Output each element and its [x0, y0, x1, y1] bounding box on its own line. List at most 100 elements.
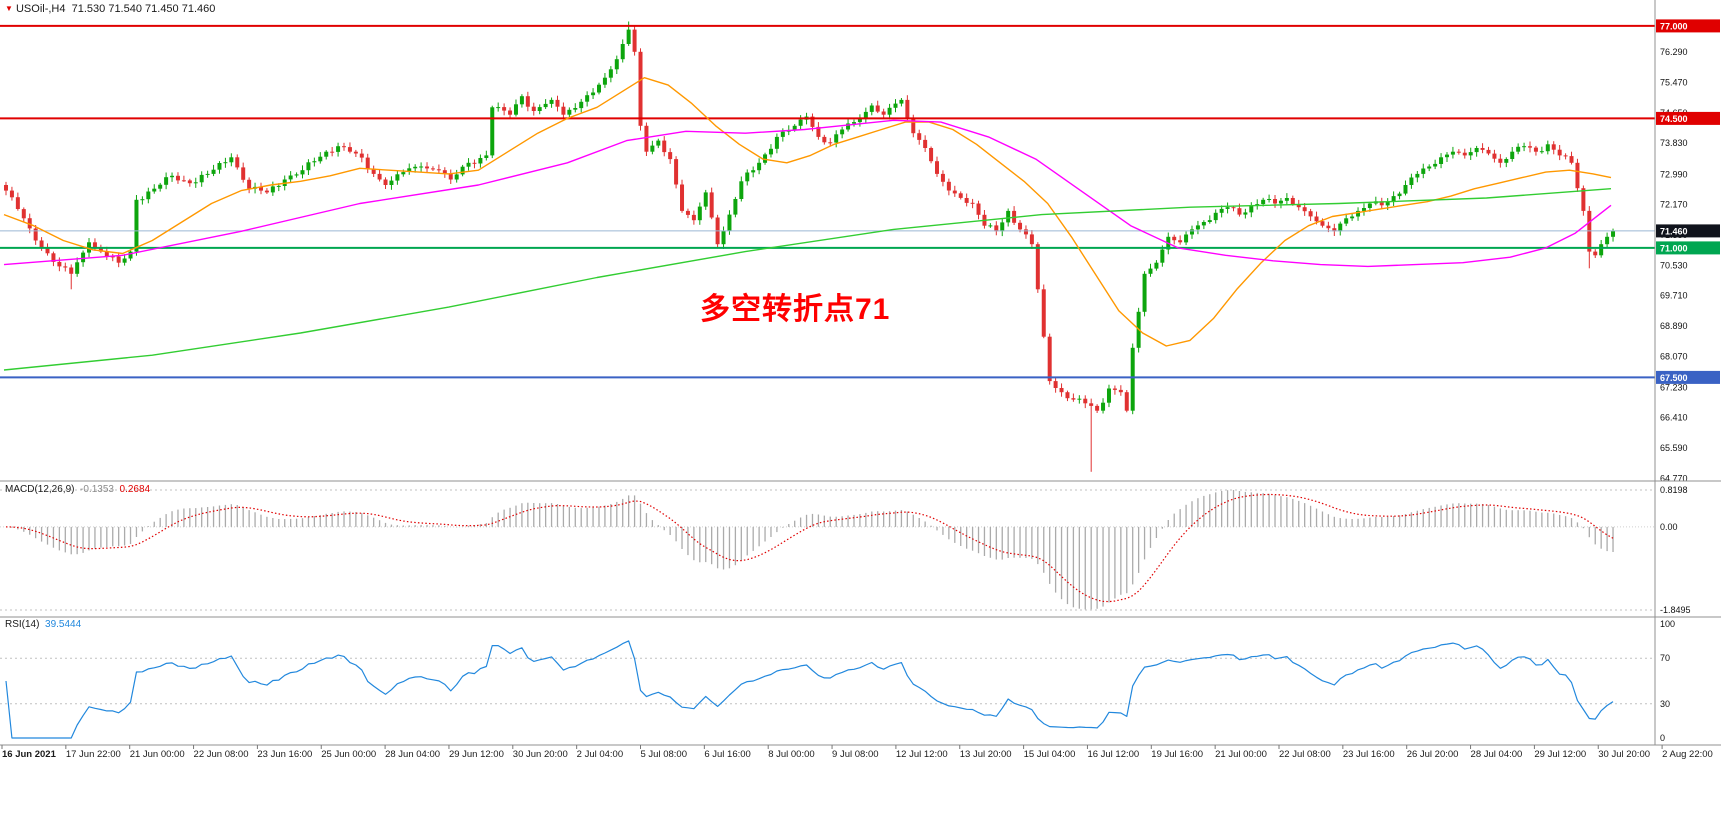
candle-body: [430, 168, 435, 170]
candle-body: [768, 148, 773, 155]
time-axis[interactable]: 16 Jun 2021 17 Jun 22:00 21 Jun 00:00 22 Ju…: [0, 747, 1721, 769]
candle-body: [264, 190, 269, 193]
candle-body: [567, 109, 572, 115]
candle-body: [353, 151, 358, 154]
time-axis-label: 2 Aug 22:00: [1662, 749, 1713, 760]
macd-name: MACD(12,26,9): [5, 484, 75, 495]
candle-body: [828, 142, 833, 144]
candle-body: [164, 177, 169, 185]
ma-line-slow-green: [3, 188, 1612, 371]
chart-canvas[interactable]: 76.29075.47074.65073.83072.99072.17071.3…: [0, 0, 1721, 770]
candle-body: [1000, 222, 1005, 232]
price-axis-label: 70.530: [1660, 260, 1688, 270]
macd-panel[interactable]: [0, 489, 1655, 611]
ohlc-values: 71.530 71.540 71.450 71.460: [71, 3, 216, 15]
candle-body: [140, 199, 145, 201]
horizontal-lines[interactable]: [0, 24, 1655, 379]
candle-body: [187, 180, 192, 184]
candle-body: [1468, 152, 1473, 156]
candle-body: [247, 179, 252, 189]
candle-body: [650, 145, 655, 152]
candle-body: [217, 163, 222, 170]
candle-body: [1320, 221, 1325, 226]
candle-body: [703, 192, 708, 207]
rsi-value: 39.5444: [45, 619, 82, 630]
candle-body: [1029, 234, 1034, 245]
time-axis-label: 13 Jul 20:00: [959, 749, 1012, 760]
price-tag-text: 71.460: [1660, 226, 1688, 236]
candle-body: [1456, 151, 1461, 153]
candle-body: [413, 166, 418, 169]
candle-body: [1207, 220, 1212, 222]
time-axis-label: 16 Jul 12:00: [1087, 749, 1140, 760]
candle-body: [1492, 153, 1497, 159]
candle-body: [1350, 216, 1355, 219]
chart-header: ▼ USOil-,H4 71.530 71.540 71.450 71.460: [5, 3, 215, 15]
rsi-panel[interactable]: [0, 640, 1655, 739]
candle-body: [1599, 244, 1604, 256]
candle-body: [270, 186, 275, 193]
time-axis-label: 26 Jul 20:00: [1406, 749, 1459, 760]
candle-body: [668, 152, 673, 160]
candle-body: [312, 161, 317, 163]
candle-body: [1077, 398, 1082, 400]
candle-body: [1533, 147, 1538, 152]
candle-body: [1290, 198, 1295, 205]
candle-body: [389, 180, 394, 185]
candle-body: [822, 136, 827, 143]
candle-body: [537, 107, 542, 111]
candle-body: [1528, 146, 1533, 148]
candle-body: [709, 192, 714, 218]
price-axis-label: 65.590: [1660, 443, 1688, 453]
candle-body: [662, 140, 667, 153]
candle-body: [935, 161, 940, 174]
candle-body: [792, 125, 797, 130]
symbol-marker-icon: ▼: [5, 4, 13, 13]
candle-body: [288, 175, 293, 180]
candle-body: [1510, 151, 1515, 159]
candle-body: [460, 166, 465, 175]
candle-body: [1184, 234, 1189, 243]
rsi-indicator-label: RSI(14) 39.5444: [5, 619, 81, 630]
time-axis-label: 23 Jul 16:00: [1342, 749, 1395, 760]
candle-body: [1065, 392, 1070, 399]
candle-body: [1474, 148, 1479, 153]
candle-body: [472, 162, 477, 164]
candle-body: [1593, 251, 1598, 256]
candle-body: [1427, 166, 1432, 169]
candle-body: [597, 84, 601, 93]
time-axis-label: 21 Jun 00:00: [129, 749, 185, 760]
candle-body: [656, 140, 661, 146]
candle-body: [1522, 146, 1527, 148]
time-axis-label: 16 Jun 2021: [2, 749, 56, 760]
candle-body: [638, 51, 643, 126]
candle-body: [632, 29, 637, 52]
candle-body: [869, 105, 874, 112]
time-axis-label: 29 Jul 12:00: [1534, 749, 1587, 760]
candle-body: [549, 99, 554, 104]
candle-body: [579, 101, 584, 109]
candle-body: [602, 77, 607, 85]
candle-body: [680, 184, 685, 211]
candle-body: [1569, 156, 1574, 163]
candle-body: [952, 190, 957, 194]
candle-body: [401, 172, 406, 175]
candle-body: [395, 174, 400, 181]
candle-body: [1172, 236, 1177, 241]
candle-body: [1415, 173, 1420, 178]
candle-body: [21, 209, 26, 219]
candle-body: [780, 131, 785, 137]
candle-body: [425, 166, 430, 169]
time-axis-label: 22 Jun 08:00: [193, 749, 249, 760]
candle-body: [763, 154, 768, 163]
text-annotation[interactable]: 多空转折点71: [700, 293, 891, 326]
candle-body: [75, 262, 80, 274]
candle-body: [1480, 148, 1485, 150]
symbol-timeframe-label: USOil-,H4: [15, 3, 66, 15]
candles-layer[interactable]: [4, 21, 1616, 472]
candle-body: [525, 96, 530, 107]
macd-axis-label: 0.8198: [1660, 485, 1688, 495]
candle-body: [63, 266, 68, 268]
price-axis-label: 64.770: [1660, 473, 1688, 483]
price-axis-label: 72.990: [1660, 169, 1688, 179]
